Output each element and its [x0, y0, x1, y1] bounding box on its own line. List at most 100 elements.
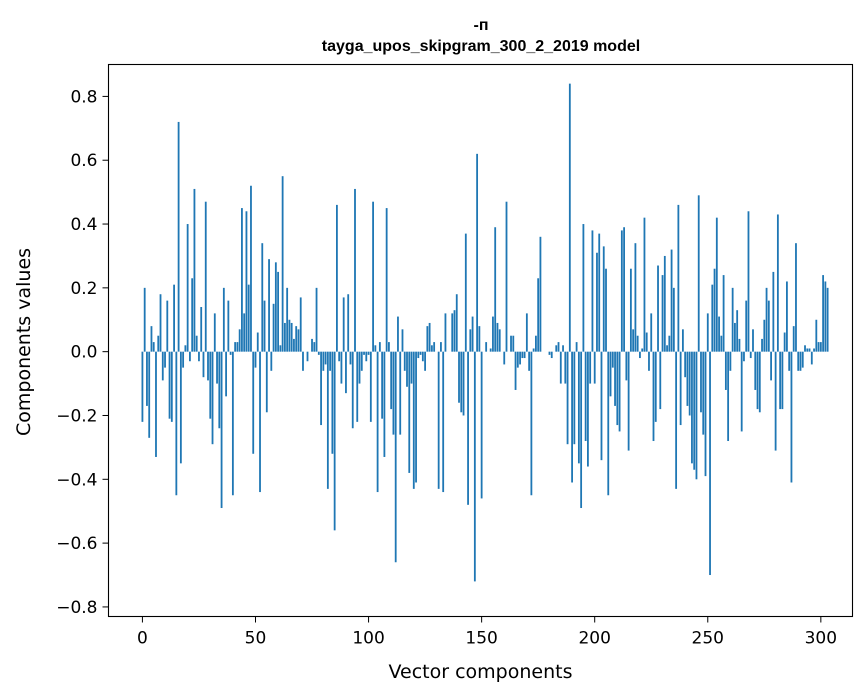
bar	[786, 281, 788, 352]
x-tick-label: 300	[805, 629, 837, 649]
bar	[650, 313, 653, 352]
bar	[401, 329, 404, 352]
bar	[512, 335, 515, 352]
bar	[202, 351, 205, 378]
bar	[781, 351, 784, 410]
bar	[731, 287, 734, 352]
bar	[666, 345, 668, 352]
bar	[363, 351, 365, 355]
bar	[797, 351, 800, 371]
bar	[770, 351, 772, 381]
bar	[473, 351, 476, 582]
bar	[772, 271, 775, 352]
bar	[602, 246, 605, 352]
y-tick-label: 0.0	[70, 343, 97, 363]
y-tick-label: 0.4	[70, 215, 97, 235]
bar	[268, 259, 270, 352]
bar	[399, 351, 402, 435]
bar	[575, 342, 578, 352]
bar	[675, 351, 678, 489]
bar	[272, 303, 275, 352]
bar	[568, 83, 571, 352]
bar	[236, 342, 239, 352]
bar	[776, 214, 779, 352]
bar	[516, 351, 519, 368]
bar	[623, 227, 625, 352]
bar	[453, 310, 456, 352]
bar	[747, 211, 750, 352]
bar	[609, 351, 612, 397]
bar	[763, 319, 766, 352]
bar	[410, 351, 413, 384]
bar	[329, 351, 332, 371]
bar	[293, 338, 295, 352]
bar	[813, 348, 815, 352]
bar	[706, 313, 709, 352]
bar	[521, 351, 524, 359]
bar	[799, 351, 802, 371]
bar	[455, 294, 458, 352]
bar	[227, 300, 230, 352]
bar	[686, 351, 689, 406]
bar	[406, 351, 408, 387]
bar	[571, 351, 573, 483]
bar	[336, 204, 338, 352]
bar	[207, 351, 209, 381]
bar	[369, 351, 372, 422]
bar	[166, 300, 169, 352]
bar	[679, 351, 682, 426]
bar	[286, 287, 289, 352]
bar	[229, 351, 232, 355]
bar	[322, 351, 325, 371]
bar	[234, 342, 237, 352]
bar	[331, 351, 334, 454]
bar	[756, 351, 759, 410]
bar	[537, 278, 540, 352]
bar	[342, 297, 345, 352]
bar	[469, 329, 472, 352]
bar	[523, 351, 526, 359]
bar	[426, 326, 429, 352]
bar	[408, 351, 411, 473]
bar	[383, 351, 386, 457]
bar	[345, 351, 347, 394]
bar	[672, 287, 675, 352]
bar	[720, 335, 723, 352]
bar	[424, 351, 426, 371]
bar	[184, 345, 187, 352]
bar	[654, 351, 657, 422]
bar	[245, 211, 248, 352]
x-tick-label: 0	[137, 629, 148, 649]
bar	[164, 351, 166, 368]
bar	[582, 224, 585, 352]
bar	[360, 351, 363, 371]
x-tick-label: 200	[578, 629, 610, 649]
bar	[204, 201, 207, 352]
bar	[250, 185, 252, 352]
bar	[213, 313, 216, 352]
bar	[274, 262, 277, 352]
bar	[691, 351, 693, 464]
bar	[381, 351, 384, 419]
bar	[636, 335, 639, 352]
bar	[247, 284, 250, 352]
bar	[611, 351, 614, 368]
bar	[806, 348, 809, 352]
bar	[643, 217, 646, 352]
bar	[372, 201, 374, 352]
bar	[270, 351, 273, 371]
bar	[417, 351, 420, 359]
bar	[170, 351, 173, 422]
x-axis-label: Vector components	[389, 661, 573, 683]
bar	[338, 351, 341, 362]
bar	[358, 351, 361, 384]
bar	[189, 351, 191, 362]
bar	[591, 230, 594, 352]
y-tick-label: −0.4	[56, 470, 97, 490]
bar	[195, 335, 198, 352]
ticks-group: 0 50 100 150 200 250 300 −0.8 −0.6 −0.4 −0.2 0.0 0.2…	[56, 87, 837, 648]
bar	[263, 300, 266, 352]
bar	[510, 335, 512, 352]
bar	[587, 351, 589, 467]
